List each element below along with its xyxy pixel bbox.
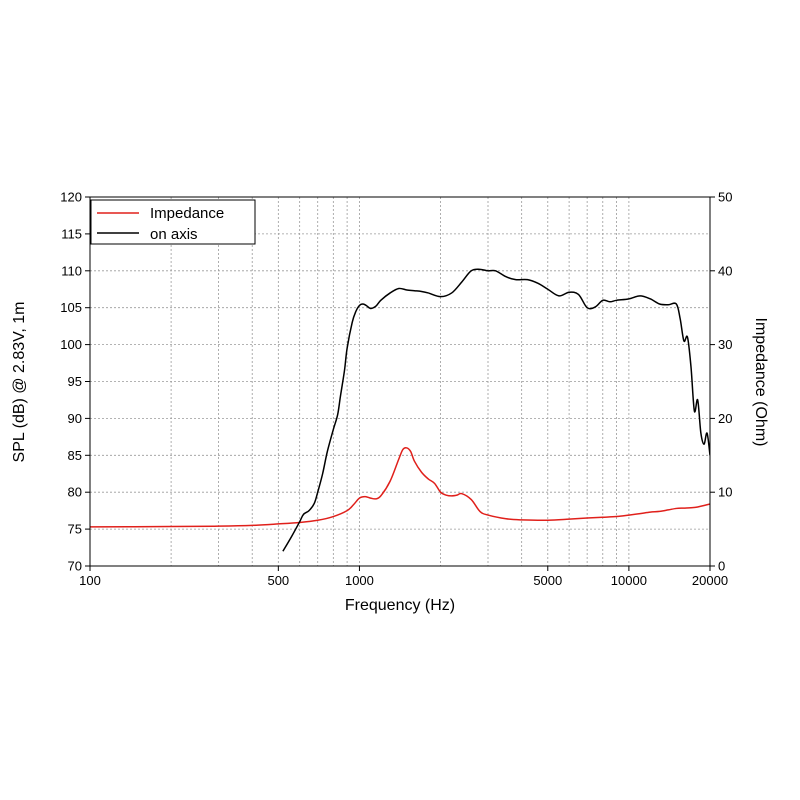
legend: Impedance on axis — [90, 199, 256, 245]
y-left-tick-label: 95 — [68, 374, 82, 389]
y-left-tick-label: 75 — [68, 522, 82, 537]
y-right-tick-label: 10 — [718, 485, 732, 500]
y-left-tick-label: 80 — [68, 485, 82, 500]
legend-box — [90, 199, 256, 245]
y-left-tick-label: 115 — [61, 226, 82, 241]
y-right-tick-label: 30 — [718, 337, 732, 352]
y-left-tick-label: 100 — [60, 337, 82, 352]
y-right-tick-label: 20 — [718, 411, 732, 426]
series-lines — [90, 268, 710, 552]
y-right-axis-ticks: 0 10 20 30 40 50 — [710, 190, 732, 574]
y-left-tick-label: 120 — [60, 190, 82, 205]
series-line-impedance — [90, 446, 710, 528]
y-left-tick-label: 90 — [68, 411, 82, 426]
x-tick-label: 20000 — [692, 573, 728, 588]
legend-label-impedance: Impedance — [150, 205, 224, 222]
y-right-tick-label: 40 — [718, 263, 732, 278]
x-tick-label: 100 — [79, 573, 101, 588]
y-left-axis-ticks: 70 75 80 85 90 95 100 105 110 115 120 — [60, 190, 90, 574]
x-axis-ticks: 100 500 1000 5000 10000 20000 — [79, 566, 728, 588]
y-right-tick-label: 0 — [718, 559, 725, 574]
y-left-tick-label: 70 — [68, 559, 82, 574]
legend-label-on-axis: on axis — [150, 226, 198, 243]
x-axis-title: Frequency (Hz) — [345, 597, 455, 614]
series-line-on-axis — [282, 268, 710, 552]
x-tick-label: 1000 — [345, 573, 374, 588]
y-left-tick-label: 105 — [60, 300, 82, 315]
y-left-tick-label: 85 — [68, 448, 82, 463]
x-tick-label: 10000 — [611, 573, 647, 588]
y-left-axis-title: SPL (dB) @ 2.83V, 1m — [11, 302, 28, 463]
y-right-tick-label: 50 — [718, 190, 732, 205]
x-tick-label: 5000 — [533, 573, 562, 588]
y-right-axis-title: Impedance (Ohm) — [752, 318, 769, 447]
x-tick-label: 500 — [267, 573, 289, 588]
y-left-tick-label: 110 — [61, 263, 82, 278]
